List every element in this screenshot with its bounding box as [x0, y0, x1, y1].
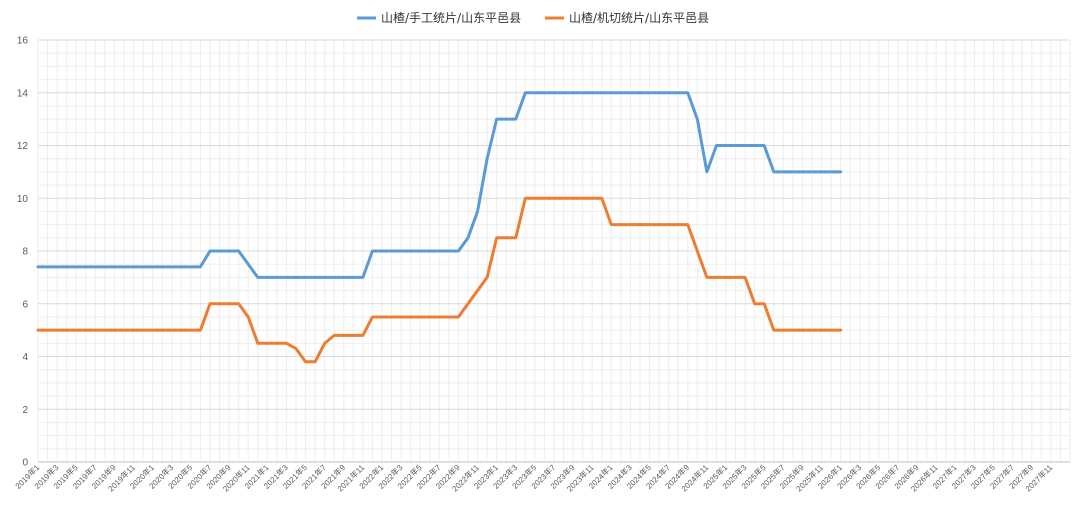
y-tick-label: 12 — [17, 141, 29, 152]
y-tick-label: 16 — [17, 36, 29, 47]
y-tick-label: 6 — [22, 299, 28, 310]
legend-label-series-1: 山楂/手工统片/山东平邑县 — [381, 11, 521, 25]
legend: 山楂/手工统片/山东平邑县 山楂/机切统片/山东平邑县 — [357, 11, 709, 25]
y-tick-label: 0 — [22, 458, 28, 469]
series-lines — [36, 91, 843, 364]
legend-label-series-2: 山楂/机切统片/山东平邑县 — [569, 11, 709, 25]
y-tick-label: 2 — [22, 405, 28, 416]
y-tick-label: 8 — [22, 247, 28, 258]
y-tick-label: 14 — [17, 88, 29, 99]
series-line-1 — [36, 91, 843, 279]
y-tick-label: 4 — [22, 352, 28, 363]
gridlines — [37, 39, 1071, 463]
y-tick-label: 10 — [17, 194, 29, 205]
series-line-2 — [36, 196, 843, 364]
legend-item-series-2: 山楂/机切统片/山东平邑县 — [545, 11, 709, 25]
legend-item-series-1: 山楂/手工统片/山东平邑县 — [357, 11, 521, 25]
